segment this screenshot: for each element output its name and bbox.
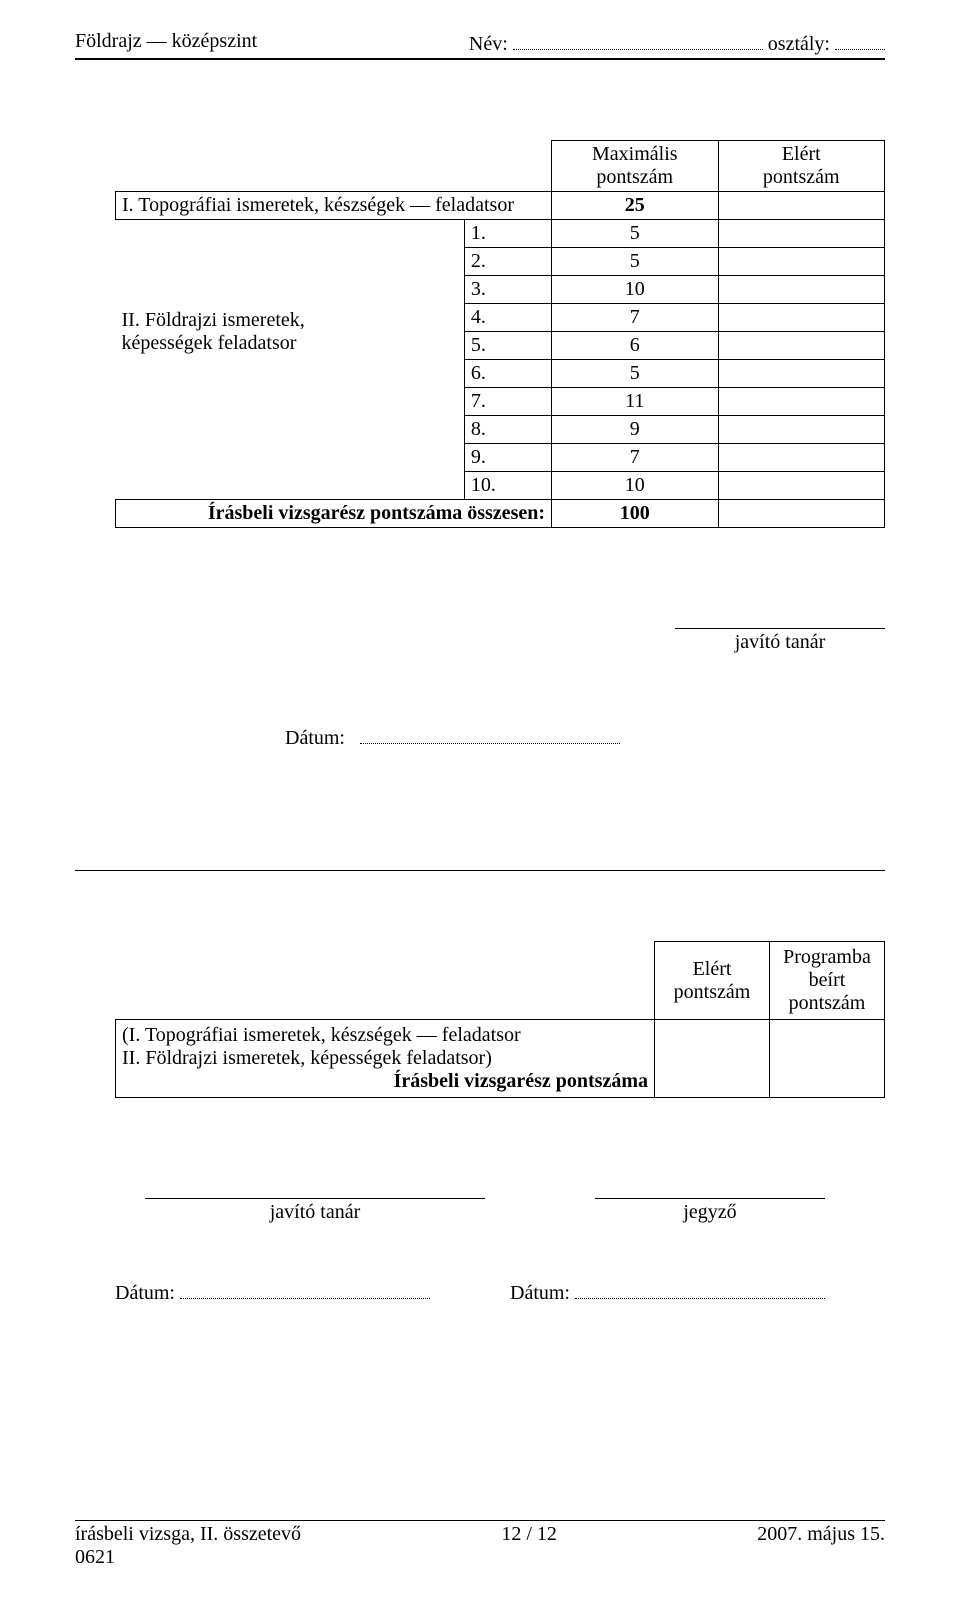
second-head-elert-2: pontszám: [674, 981, 751, 1003]
second-body-line2: II. Földrajzi ismeretek, képességek fela…: [122, 1047, 492, 1069]
second-head-program-3: pontszám: [789, 992, 866, 1014]
score-head-spacer: [116, 141, 552, 192]
class-dots: [835, 30, 885, 50]
row-topo-got: [718, 192, 885, 220]
item-4-max: 7: [552, 304, 718, 332]
item-3-max: 10: [552, 276, 718, 304]
score-head-max-1: Maximális: [592, 143, 678, 165]
second-head-elert-1: Elért: [693, 958, 732, 980]
row-topo-label: I. Topográfiai ismeretek, készségek — fe…: [116, 192, 552, 220]
date-item-left: Dátum:: [115, 1279, 430, 1305]
group-label: II. Földrajzi ismeretek, képességek fela…: [116, 304, 465, 360]
second-head-program-2: beírt: [809, 969, 846, 991]
date-line-1: Dátum:: [285, 724, 885, 750]
item-5-n: 5.: [464, 332, 551, 360]
group-spacer-top: [116, 220, 465, 304]
score-head-max-2: pontszám: [596, 166, 673, 188]
name-dots: [513, 30, 763, 50]
item-10-max: 10: [552, 472, 718, 500]
mid-rule: [75, 870, 885, 871]
sig-jegyzo: jegyző: [595, 1198, 825, 1224]
footer: írásbeli vizsga, II. összetevő 12 / 12 2…: [75, 1520, 885, 1569]
item-3-n: 3.: [464, 276, 551, 304]
subject-level: Földrajz — középszint: [75, 30, 257, 56]
footer-rule: [75, 1520, 885, 1521]
item-7-got: [718, 388, 885, 416]
second-body-elert: [655, 1020, 770, 1098]
group-label-2: képességek feladatsor: [122, 332, 297, 354]
item-1-n: 1.: [464, 220, 551, 248]
item-2-got: [718, 248, 885, 276]
item-7-n: 7.: [464, 388, 551, 416]
sig-right-label: jegyző: [595, 1198, 825, 1224]
total-max: 100: [552, 500, 718, 528]
item-8-max: 9: [552, 416, 718, 444]
header-rule: [75, 58, 885, 60]
sig-javito-tanar-2: javító tanár: [145, 1198, 485, 1224]
row-topo-max: 25: [552, 192, 718, 220]
item-6-max: 5: [552, 360, 718, 388]
second-head-program-1: Programba: [783, 946, 871, 968]
sig-javito-tanar-1: javító tanár: [675, 628, 885, 654]
item-5-got: [718, 332, 885, 360]
item-8-n: 8.: [464, 416, 551, 444]
score-head-got-2: pontszám: [763, 166, 840, 188]
second-body-line3: Írásbeli vizsgarész pontszáma: [122, 1070, 648, 1093]
group-spacer-bottom: [116, 360, 465, 500]
total-label: Írásbeli vizsgarész pontszáma összesen:: [116, 500, 552, 528]
second-body-program: [770, 1020, 885, 1098]
date-label-2b: Dátum:: [510, 1282, 570, 1305]
item-9-max: 7: [552, 444, 718, 472]
second-head-program: Programba beírt pontszám: [770, 942, 885, 1020]
item-1-max: 5: [552, 220, 718, 248]
footer-center: 12 / 12: [501, 1523, 557, 1546]
item-4-n: 4.: [464, 304, 551, 332]
date-label-2a: Dátum:: [115, 1282, 175, 1305]
item-10-n: 10.: [464, 472, 551, 500]
item-6-got: [718, 360, 885, 388]
second-table: Elért pontszám Programba beírt pontszám …: [115, 941, 885, 1098]
item-3-got: [718, 276, 885, 304]
score-head-max: Maximális pontszám: [552, 141, 718, 192]
second-head-elert: Elért pontszám: [655, 942, 770, 1020]
sig-left-label: javító tanár: [145, 1198, 485, 1224]
score-head-got: Elért pontszám: [718, 141, 885, 192]
item-8-got: [718, 416, 885, 444]
name-label: Név:: [469, 33, 508, 56]
score-table: Maximális pontszám Elért pontszám I. Top…: [115, 140, 885, 528]
date-dots-1: [360, 724, 620, 744]
footer-right: 2007. május 15.: [757, 1523, 885, 1546]
item-7-max: 11: [552, 388, 718, 416]
item-2-max: 5: [552, 248, 718, 276]
total-got: [718, 500, 885, 528]
class-label: osztály:: [768, 33, 830, 56]
second-body-label: (I. Topográfiai ismeretek, készségek — f…: [116, 1020, 655, 1098]
item-4-got: [718, 304, 885, 332]
footer-left-1: írásbeli vizsga, II. összetevő: [75, 1523, 301, 1546]
second-head-spacer: [116, 942, 655, 1020]
date-label-1: Dátum:: [285, 727, 345, 749]
item-5-max: 6: [552, 332, 718, 360]
group-label-1: II. Földrajzi ismeretek,: [122, 309, 305, 331]
item-1-got: [718, 220, 885, 248]
date-dots-2b: [575, 1279, 825, 1299]
item-2-n: 2.: [464, 248, 551, 276]
item-6-n: 6.: [464, 360, 551, 388]
date-item-right: Dátum:: [510, 1279, 825, 1305]
score-head-got-1: Elért: [782, 143, 821, 165]
item-9-got: [718, 444, 885, 472]
date-dots-2a: [180, 1279, 430, 1299]
item-9-n: 9.: [464, 444, 551, 472]
footer-left-2: 0621: [75, 1546, 885, 1569]
name-class-block: Név: osztály:: [469, 30, 885, 56]
item-10-got: [718, 472, 885, 500]
second-body-line1: (I. Topográfiai ismeretek, készségek — f…: [122, 1024, 521, 1046]
